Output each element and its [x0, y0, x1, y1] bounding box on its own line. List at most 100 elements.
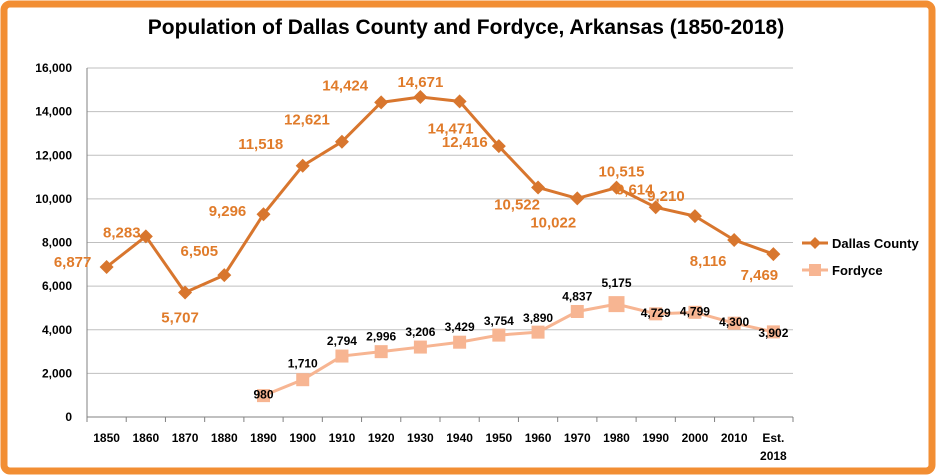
x-tick-label: 1920 [368, 431, 395, 445]
y-axis: 0 2,000 4,000 6,000 8,000 10,000 12,000 14,000 1… [35, 61, 88, 424]
legend-dallas-county-label: Dallas County [832, 236, 919, 251]
fordyce-data-label: 4,837 [562, 289, 592, 303]
x-tick-label: 1880 [211, 431, 238, 445]
dallas-county-point [334, 134, 349, 149]
fordyce-point [335, 349, 349, 363]
x-tick-label: 2000 [682, 431, 709, 445]
fordyce-data-label: 3,206 [405, 325, 435, 339]
y-tick-label: 14,000 [35, 105, 72, 119]
x-tick-label: 1950 [485, 431, 512, 445]
fordyce-data-label: 3,754 [484, 314, 514, 328]
fordyce-data-label: 980 [253, 388, 273, 402]
series-line-fordyce [262, 302, 774, 398]
x-tick-label: 1900 [289, 431, 316, 445]
y-tick-label: 8,000 [42, 236, 72, 250]
x-tick-label: 1970 [564, 431, 591, 445]
fordyce-data-label: 4,799 [680, 304, 710, 318]
fordyce-data-label: 4,300 [719, 315, 749, 329]
dallas-county-point [570, 191, 585, 206]
dallas-county-point [648, 200, 663, 215]
y-tick-label: 12,000 [35, 148, 72, 162]
dallas-county-data-label: 14,671 [397, 74, 443, 91]
dallas-county-data-label: 10,522 [494, 196, 540, 213]
dallas-county-data-label: 12,621 [284, 112, 330, 129]
dallas-county-point [99, 259, 114, 274]
x-tick-label: 1870 [172, 431, 199, 445]
fordyce-point [492, 328, 506, 342]
fordyce-point [374, 345, 388, 359]
fordyce-data-label: 3,429 [445, 320, 475, 334]
x-tick-label: 1850 [93, 431, 120, 445]
x-tick-label: 1860 [132, 431, 159, 445]
dallas-county-data-label: 11,518 [238, 136, 283, 153]
x-tick-label: 1930 [407, 431, 434, 445]
x-tick-label: 1890 [250, 431, 277, 445]
x-tick-label: 1910 [329, 431, 356, 445]
fordyce-data-label: 2,794 [327, 334, 357, 348]
y-tick-label: 4,000 [42, 323, 72, 337]
dallas-county-point [609, 180, 624, 195]
dallas-county-data-label: 8,116 [690, 253, 727, 270]
x-tick-label: 1940 [446, 431, 473, 445]
dallas-county-point [256, 207, 271, 222]
series-line-dallas-county [105, 95, 774, 295]
fordyce-point [727, 316, 741, 330]
dallas-county-point [452, 94, 467, 109]
dallas-county-point [217, 268, 232, 283]
plot-area [99, 89, 781, 403]
dallas-county-data-label: 9,210 [647, 188, 685, 205]
dallas-county-data-label: 14,471 [428, 120, 474, 137]
dallas-county-point [491, 139, 506, 154]
dallas-county-data-label: 10,515 [599, 164, 645, 181]
legend-fordyce-marker [809, 264, 821, 276]
dallas-county-data-label: 8,283 [103, 224, 141, 241]
fordyce-data-label: 2,996 [366, 330, 396, 344]
dallas-county-data-label: 7,469 [741, 267, 779, 284]
fordyce-data-label: 4,729 [641, 306, 671, 320]
x-axis: 1850 1860 1870 1880 1890 1900 1910 1920 1930 1940… [86, 417, 794, 463]
fordyce-point [453, 335, 467, 349]
dallas-county-point [295, 158, 310, 173]
fordyce-point [257, 389, 270, 403]
fordyce-point [413, 340, 427, 354]
x-tick-label: 1990 [642, 431, 669, 445]
dallas-county-point [531, 180, 546, 195]
dallas-county-data-label: 9,296 [209, 203, 247, 220]
dallas-county-point [413, 89, 428, 104]
fordyce-point [649, 307, 663, 321]
legend-dallas-county-marker [809, 237, 821, 249]
dallas-county-data-label: 6,877 [54, 254, 92, 271]
x-tick-label: Est. 2018 [760, 431, 787, 463]
y-tick-label: 16,000 [35, 61, 72, 75]
fordyce-data-label: 1,710 [288, 357, 318, 371]
fordyce-data-label: 3,890 [523, 311, 553, 325]
dallas-county-data-label: 12,416 [442, 134, 488, 151]
y-tick-label: 10,000 [35, 192, 72, 206]
x-tick-label: 2010 [721, 431, 748, 445]
dallas-county-data-label: 10,022 [530, 214, 576, 231]
fordyce-point [296, 373, 310, 387]
fordyce-data-label: 3,902 [758, 326, 788, 340]
x-tick-label: 1980 [603, 431, 630, 445]
dallas-county-point [374, 95, 389, 110]
y-tick-label: 0 [65, 410, 72, 424]
dallas-county-data-label: 14,424 [322, 77, 369, 94]
y-tick-label: 2,000 [42, 366, 72, 380]
dallas-county-point [138, 229, 153, 244]
fordyce-point [570, 304, 584, 318]
x-tick-label: 1960 [525, 431, 552, 445]
dallas-county-data-label: 9,614 [616, 181, 654, 198]
dallas-county-point [687, 209, 702, 224]
dallas-county-point [727, 232, 742, 247]
dallas-county-point [178, 285, 193, 300]
chart-title: Population of Dallas County and Fordyce,… [148, 16, 784, 39]
dallas-county-data-label: 6,505 [181, 243, 219, 260]
legend-fordyce-label: Fordyce [832, 263, 883, 278]
y-tick-label: 6,000 [42, 279, 72, 293]
fordyce-data-label: 5,175 [601, 276, 631, 290]
fordyce-point [608, 296, 625, 313]
